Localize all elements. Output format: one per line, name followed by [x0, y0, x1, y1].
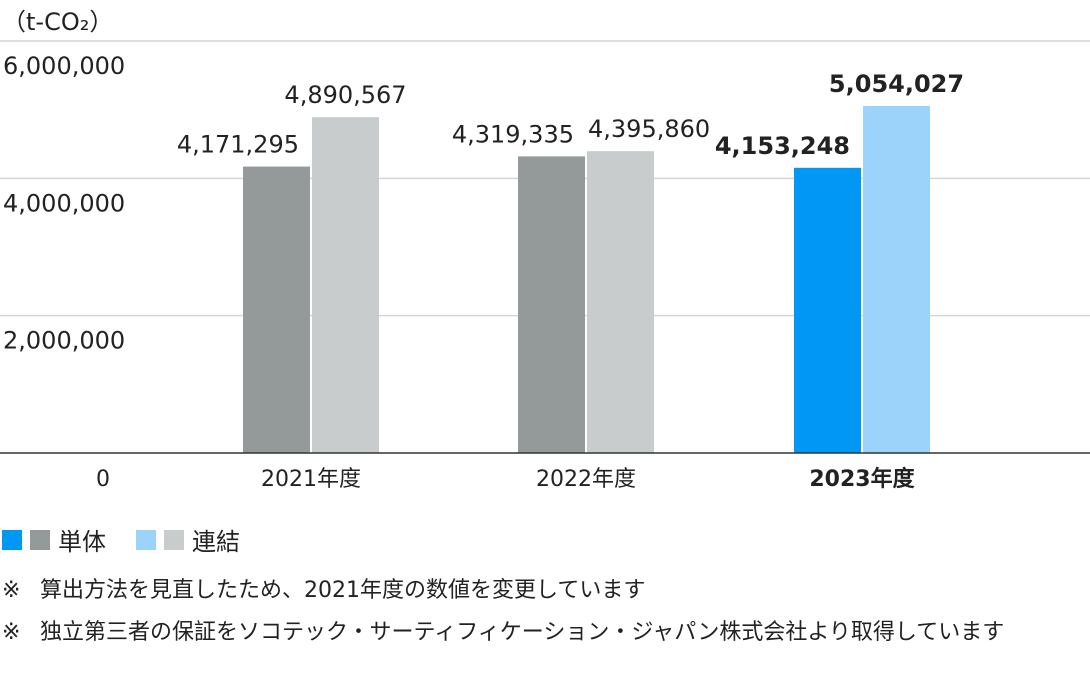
legend-item-consolidated: 連結 [136, 522, 240, 557]
data-label: 4,395,860 [588, 115, 710, 143]
data-label: 4,319,335 [452, 120, 574, 148]
footnote-1: ※ 算出方法を見直したため、2021年度の数値を変更しています [2, 574, 645, 608]
x-tick-label: 2023年度 [809, 466, 915, 492]
legend-swatch [30, 529, 50, 550]
note-mark: ※ [2, 620, 21, 645]
bar-standalone [794, 167, 861, 453]
x-tick-label: 2021年度 [261, 467, 361, 492]
y-tick-label: 2,000,000 [3, 327, 125, 355]
note-text: 算出方法を見直したため、2021年度の数値を変更しています [40, 578, 646, 603]
legend: 単体 連結 [2, 522, 270, 557]
legend-label: 単体 [58, 528, 106, 556]
x-tick-label: 2022年度 [536, 467, 636, 492]
unit-label: （t-CO₂） [2, 8, 113, 36]
footnote-2: ※ 独立第三者の保証をソコテック・サーティフィケーション・ジャパン株式会社より取得… [2, 616, 1090, 650]
bar-standalone [518, 156, 585, 453]
note-mark: ※ [2, 578, 21, 603]
y-tick-label: 6,000,000 [3, 52, 125, 80]
legend-swatch-highlight [2, 529, 22, 550]
note-text: 独立第三者の保証をソコテック・サーティフィケーション・ジャパン株式会社より取得し… [40, 620, 1005, 645]
y-tick-label: 4,000,000 [3, 189, 125, 217]
legend-swatch-highlight [136, 529, 156, 550]
bar-consolidated [587, 151, 654, 453]
bar-chart: （t-CO₂） 0 2,000,000 4,000,000 6,000,000 4,171… [0, 8, 1090, 492]
data-label: 4,890,567 [284, 81, 406, 109]
legend-label: 連結 [192, 528, 240, 556]
bar-consolidated [863, 105, 930, 453]
legend-swatch [164, 529, 184, 550]
y-tick-label: 0 [96, 467, 110, 492]
data-label: 4,171,295 [177, 131, 299, 159]
data-label: 4,153,248 [715, 132, 850, 160]
bar-standalone [243, 166, 310, 453]
data-label: 5,054,027 [829, 70, 964, 98]
bar-consolidated [312, 117, 379, 454]
legend-item-standalone: 単体 [2, 522, 106, 557]
